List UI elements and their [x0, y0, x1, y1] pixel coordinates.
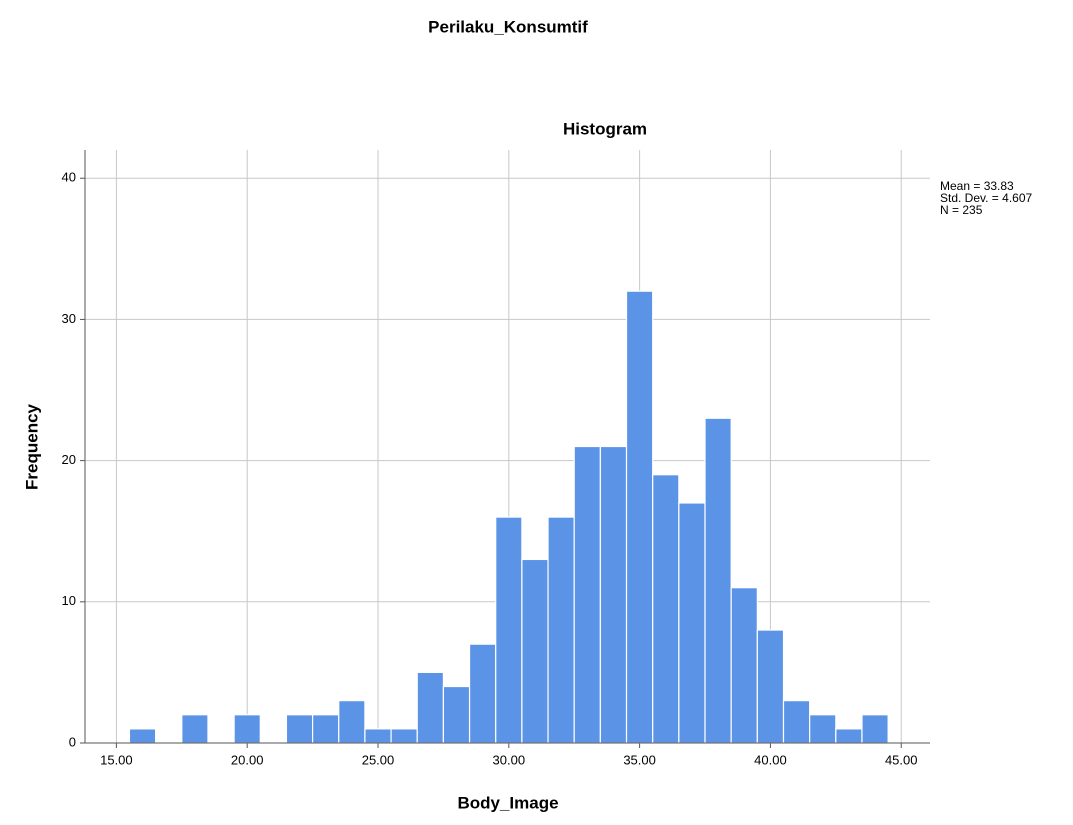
bar: [679, 503, 705, 743]
bar: [548, 517, 574, 743]
y-tick-label: 30: [62, 311, 76, 326]
bar: [862, 715, 888, 743]
bar: [522, 559, 548, 743]
bar: [653, 475, 679, 743]
bar: [757, 630, 783, 743]
bar: [365, 729, 391, 743]
chart-header: Perilaku_Konsumtif: [428, 17, 588, 36]
x-tick-label: 35.00: [623, 752, 656, 767]
stat-line: N = 235: [940, 203, 983, 217]
y-tick-label: 40: [62, 170, 76, 185]
y-tick-label: 20: [62, 452, 76, 467]
x-tick-label: 30.00: [493, 752, 526, 767]
x-tick-label: 20.00: [231, 752, 264, 767]
bar: [783, 701, 809, 743]
bar: [443, 687, 469, 743]
x-axis-label: Body_Image: [457, 793, 558, 812]
bar: [234, 715, 260, 743]
bar: [810, 715, 836, 743]
bar: [129, 729, 155, 743]
x-tick-label: 45.00: [885, 752, 918, 767]
bar: [313, 715, 339, 743]
bar: [731, 588, 757, 743]
x-tick-label: 15.00: [100, 752, 133, 767]
x-tick-label: 40.00: [754, 752, 787, 767]
bar: [600, 447, 626, 744]
chart: Perilaku_Konsumtif Histogram Body_Image …: [0, 0, 1073, 825]
bar: [470, 644, 496, 743]
x-tick-label: 25.00: [362, 752, 395, 767]
bar: [339, 701, 365, 743]
bar: [627, 291, 653, 743]
bar: [705, 418, 731, 743]
y-tick-label: 0: [69, 734, 76, 749]
bar: [836, 729, 862, 743]
bar: [417, 672, 443, 743]
bar: [391, 729, 417, 743]
y-axis-label: Frequency: [22, 403, 41, 490]
bar: [574, 447, 600, 744]
bar: [496, 517, 522, 743]
bar: [286, 715, 312, 743]
y-tick-label: 10: [62, 593, 76, 608]
chart-title: Histogram: [563, 119, 647, 138]
bar: [182, 715, 208, 743]
